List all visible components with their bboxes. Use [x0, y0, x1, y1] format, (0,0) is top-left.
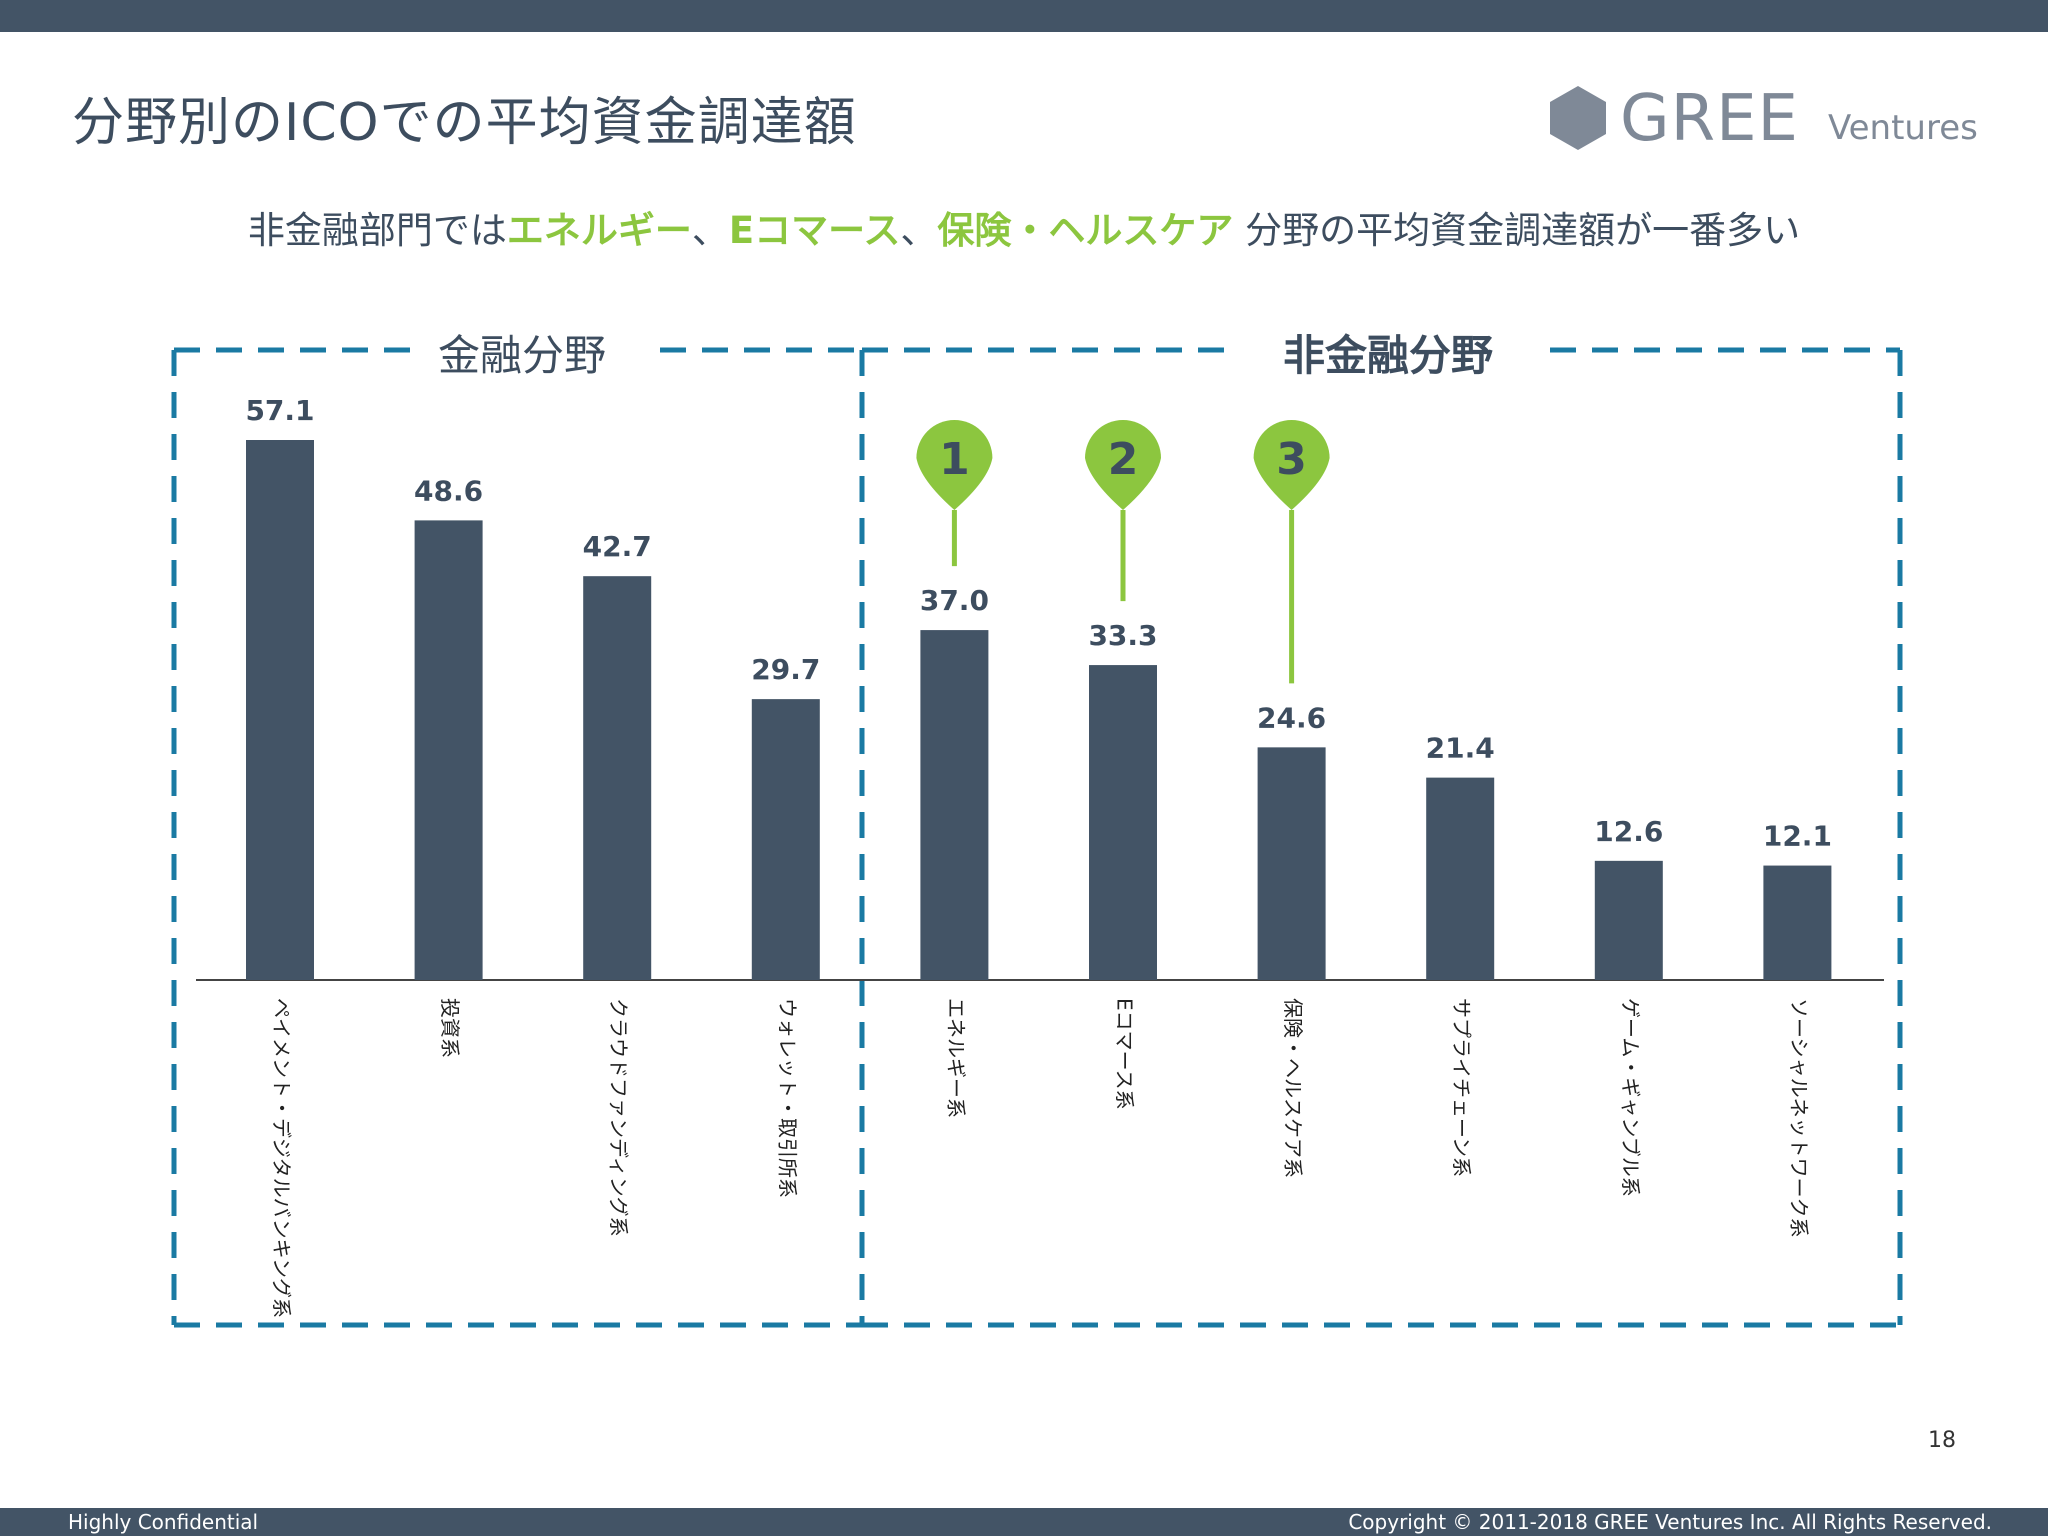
bar [1426, 777, 1495, 980]
logo-suffix: Ventures [1828, 108, 1978, 148]
rank-marker-pin-icon [916, 420, 993, 510]
top-bar [0, 0, 2048, 32]
rank-marker-label: 1 [939, 434, 970, 485]
bar [583, 576, 652, 980]
subtitle-highlight: 保険・ヘルスケア [937, 209, 1234, 252]
bar [414, 520, 483, 980]
hexagon-logo-icon [1550, 86, 1606, 150]
bar [246, 440, 314, 980]
subtitle-part: 、 [691, 209, 729, 252]
subtitle-highlight: エネルギー [506, 209, 692, 252]
bar-value-label: 29.7 [751, 653, 820, 686]
page-title: 分野別のICOでの平均資金調達額 [72, 93, 857, 153]
rank-marker-label: 2 [1108, 434, 1139, 485]
subtitle-part: 、 [900, 209, 938, 252]
bar [1763, 865, 1832, 980]
bar [751, 699, 820, 980]
category-label: 投資系 [438, 998, 462, 1058]
bar-value-label: 12.1 [1763, 820, 1832, 853]
category-label: サプライチェーン系 [1450, 998, 1474, 1177]
subtitle-highlight: Eコマース [728, 209, 901, 252]
logo-brand: GREE [1620, 82, 1799, 156]
subtitle-part: 非金融部門では [247, 209, 507, 252]
bar [1257, 747, 1326, 980]
footer-confidential: Highly Confidential [68, 1510, 259, 1534]
rank-marker-pin-icon [1085, 420, 1161, 510]
subtitle: 非金融部門ではエネルギー、Eコマース、保険・ヘルスケア 分野の平均資金調達額が一… [0, 200, 2048, 254]
bar-value-label: 48.6 [414, 474, 483, 507]
subtitle-part: 分野の平均資金調達額が一番多い [1233, 209, 1801, 252]
group-label-nonfinance: 非金融分野 [1283, 331, 1493, 380]
bar [920, 630, 989, 980]
category-label: ソーシャルネットワーク系 [1787, 998, 1811, 1238]
page-number: 18 [1928, 1428, 1956, 1453]
bar-value-label: 21.4 [1426, 732, 1495, 765]
footer-copyright: Copyright © 2011-2018 GREE Ventures Inc.… [1348, 1510, 1992, 1534]
bar-value-label: 37.0 [920, 584, 989, 617]
category-label: ペイメント・デジタルバンキング系 [270, 998, 294, 1318]
group-label-finance: 金融分野 [438, 331, 606, 380]
category-label: クラウドファンディング系 [607, 998, 631, 1237]
bar-value-label: 24.6 [1257, 701, 1326, 734]
bar [1594, 860, 1663, 980]
logo: GREE Ventures [1548, 82, 1998, 160]
bar-chart: 金融分野 非金融分野 57.1 ペイメント・デジタルバンキング系 48.6 投資系 42.7… [171, 331, 1903, 1328]
rank-marker-label: 3 [1276, 434, 1307, 485]
category-label: Eコマース系 [1113, 998, 1137, 1110]
category-label: 保険・ヘルスケア系 [1281, 998, 1305, 1178]
category-label: ゲーム・ギャンブル系 [1618, 998, 1642, 1197]
bar-value-label: 57.1 [245, 394, 314, 427]
footer-bar: Highly Confidential Copyright © 2011-201… [0, 1508, 2048, 1536]
bar-value-label: 33.3 [1088, 619, 1157, 652]
bar [1089, 665, 1157, 980]
category-label: エネルギー系 [944, 998, 968, 1118]
bar-value-label: 12.6 [1594, 815, 1663, 848]
bar-value-label: 42.7 [583, 530, 652, 563]
category-label: ウォレット・取引所系 [775, 998, 799, 1198]
rank-marker-pin-icon [1253, 420, 1330, 510]
